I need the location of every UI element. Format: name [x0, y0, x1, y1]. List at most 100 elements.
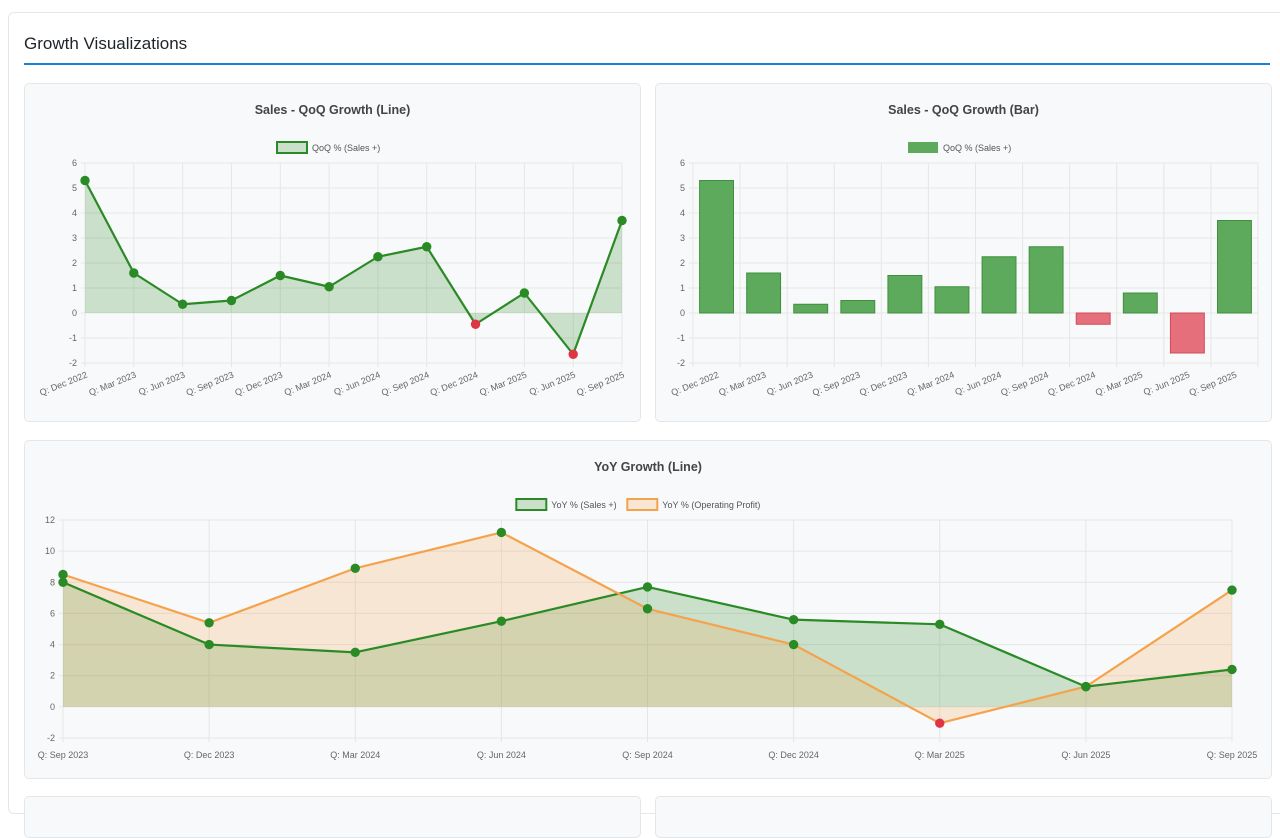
x-tick-label: Q: Sep 2024	[380, 370, 431, 398]
data-point	[204, 618, 214, 628]
data-point	[177, 299, 188, 309]
series-area	[63, 582, 1232, 707]
x-tick-label: Q: Mar 2025	[1094, 370, 1144, 398]
y-tick-label: -2	[47, 733, 55, 743]
y-tick-label: 8	[50, 577, 55, 587]
x-tick-label: Q: Sep 2025	[1188, 370, 1239, 398]
bar	[840, 300, 876, 314]
x-tick-label: Q: Mar 2024	[906, 370, 956, 398]
x-tick-label: Q: Mar 2023	[87, 370, 137, 398]
x-tick-label: Q: Jun 2024	[477, 750, 526, 760]
next-card-right	[655, 796, 1272, 838]
bar	[1028, 246, 1064, 314]
legend-label: QoQ % (Sales +)	[943, 143, 1011, 153]
bar	[981, 256, 1017, 314]
y-tick-label: -2	[677, 358, 685, 368]
bar	[793, 303, 829, 314]
x-tick-label: Q: Sep 2023	[185, 370, 236, 398]
y-tick-label: 0	[680, 308, 685, 318]
qoq-bar-card: Sales - QoQ Growth (Bar) -2 -1 0 1 2 3 4 5 6 Q: De…	[655, 83, 1272, 422]
x-tick-label: Q: Mar 2025	[478, 370, 528, 398]
section-divider	[24, 63, 1270, 65]
qoq-line-card: Sales - QoQ Growth (Line) -2 -1 0 1 2 3 4 5 6 Q: D…	[24, 83, 641, 422]
x-tick-label: Q: Jun 2025	[1142, 370, 1191, 398]
x-tick-label: Q: Mar 2023	[717, 370, 767, 398]
x-tick-label: Q: Sep 2023	[38, 750, 89, 760]
legend-swatch	[276, 141, 308, 154]
x-tick-label: Q: Sep 2025	[1207, 750, 1258, 760]
x-tick-label: Q: Mar 2025	[915, 750, 965, 760]
x-tick-label: Q: Sep 2025	[575, 370, 626, 398]
next-card-left	[24, 796, 641, 838]
data-point	[496, 616, 507, 626]
data-point	[1227, 664, 1237, 675]
data-point	[226, 295, 237, 306]
chart-title: Sales - QoQ Growth (Line)	[255, 103, 411, 117]
x-tick-label: Q: Jun 2024	[332, 370, 381, 398]
bar	[746, 272, 782, 314]
y-tick-label: 5	[72, 183, 77, 193]
data-point	[204, 639, 214, 650]
data-point	[422, 242, 432, 252]
x-tick-label: Q: Dec 2023	[233, 370, 284, 398]
y-tick-label: -1	[69, 333, 77, 343]
y-tick-label: 4	[50, 640, 55, 650]
data-point	[617, 215, 627, 226]
data-point	[1227, 585, 1237, 595]
data-point	[350, 647, 360, 658]
data-point	[642, 582, 653, 592]
y-tick-label: 3	[72, 233, 77, 243]
bar	[1122, 292, 1158, 314]
y-tick-label: 5	[680, 183, 685, 193]
x-tick-label: Q: Jun 2025	[528, 370, 577, 398]
y-tick-label: 4	[680, 208, 685, 218]
legend-swatch	[626, 498, 659, 511]
x-tick-label: Q: Dec 2023	[858, 370, 909, 398]
data-point	[496, 527, 507, 538]
x-tick-label: Q: Dec 2024	[768, 750, 819, 760]
yoy-line-card: YoY Growth (Line) -2 0 2 4 6 8 10 12 Q: Sep 2023 Q…	[24, 440, 1272, 779]
yoy-line-chart: YoY Growth (Line) -2 0 2 4 6 8 10 12 Q: Sep 2023 Q…	[38, 460, 1258, 760]
x-tick-label: Q: Dec 2024	[1046, 370, 1097, 398]
section-title: Growth Visualizations	[24, 34, 188, 53]
data-point	[80, 175, 90, 186]
bar	[887, 275, 923, 314]
qoq-bar-chart: Sales - QoQ Growth (Bar) -2 -1 0 1 2 3 4 5 6 Q: De…	[670, 103, 1259, 398]
bar	[1169, 312, 1205, 354]
y-tick-label: 2	[680, 258, 685, 268]
x-tick-label: Q: Sep 2023	[811, 370, 862, 398]
data-point	[935, 619, 945, 630]
data-point	[788, 639, 799, 650]
legend-label: QoQ % (Sales +)	[312, 143, 380, 153]
y-tick-label: 3	[680, 233, 685, 243]
x-tick-label: Q: Jun 2023	[765, 370, 814, 398]
y-tick-label: 6	[680, 158, 685, 168]
data-point	[373, 252, 383, 262]
bar	[934, 286, 970, 314]
chart-title: YoY Growth (Line)	[594, 460, 702, 474]
x-tick-label: Q: Sep 2024	[999, 370, 1050, 398]
legend-label: YoY % (Operating Profit)	[662, 500, 760, 510]
data-point	[58, 569, 68, 580]
bar	[1075, 312, 1111, 325]
y-tick-label: -1	[677, 333, 685, 343]
qoq-line-chart: Sales - QoQ Growth (Line) -2 -1 0 1 2 3 4 5 6 Q: D…	[38, 103, 627, 398]
x-tick-label: Q: Mar 2024	[330, 750, 380, 760]
y-tick-label: 0	[50, 702, 55, 712]
data-point	[275, 270, 285, 281]
data-point	[642, 604, 653, 614]
series-area	[85, 180, 622, 355]
data-point	[568, 349, 578, 359]
y-tick-label: 1	[680, 283, 685, 293]
x-tick-label: Q: Jun 2025	[1061, 750, 1110, 760]
data-point	[1081, 681, 1091, 692]
x-tick-label: Q: Jun 2023	[137, 370, 186, 398]
data-point	[470, 319, 481, 329]
data-point	[129, 268, 139, 278]
data-point	[324, 282, 334, 292]
y-tick-label: 0	[72, 308, 77, 318]
y-tick-label: 6	[50, 608, 55, 618]
y-tick-label: 10	[45, 546, 55, 556]
chart-title: Sales - QoQ Growth (Bar)	[888, 103, 1039, 117]
y-tick-label: 2	[50, 671, 55, 681]
